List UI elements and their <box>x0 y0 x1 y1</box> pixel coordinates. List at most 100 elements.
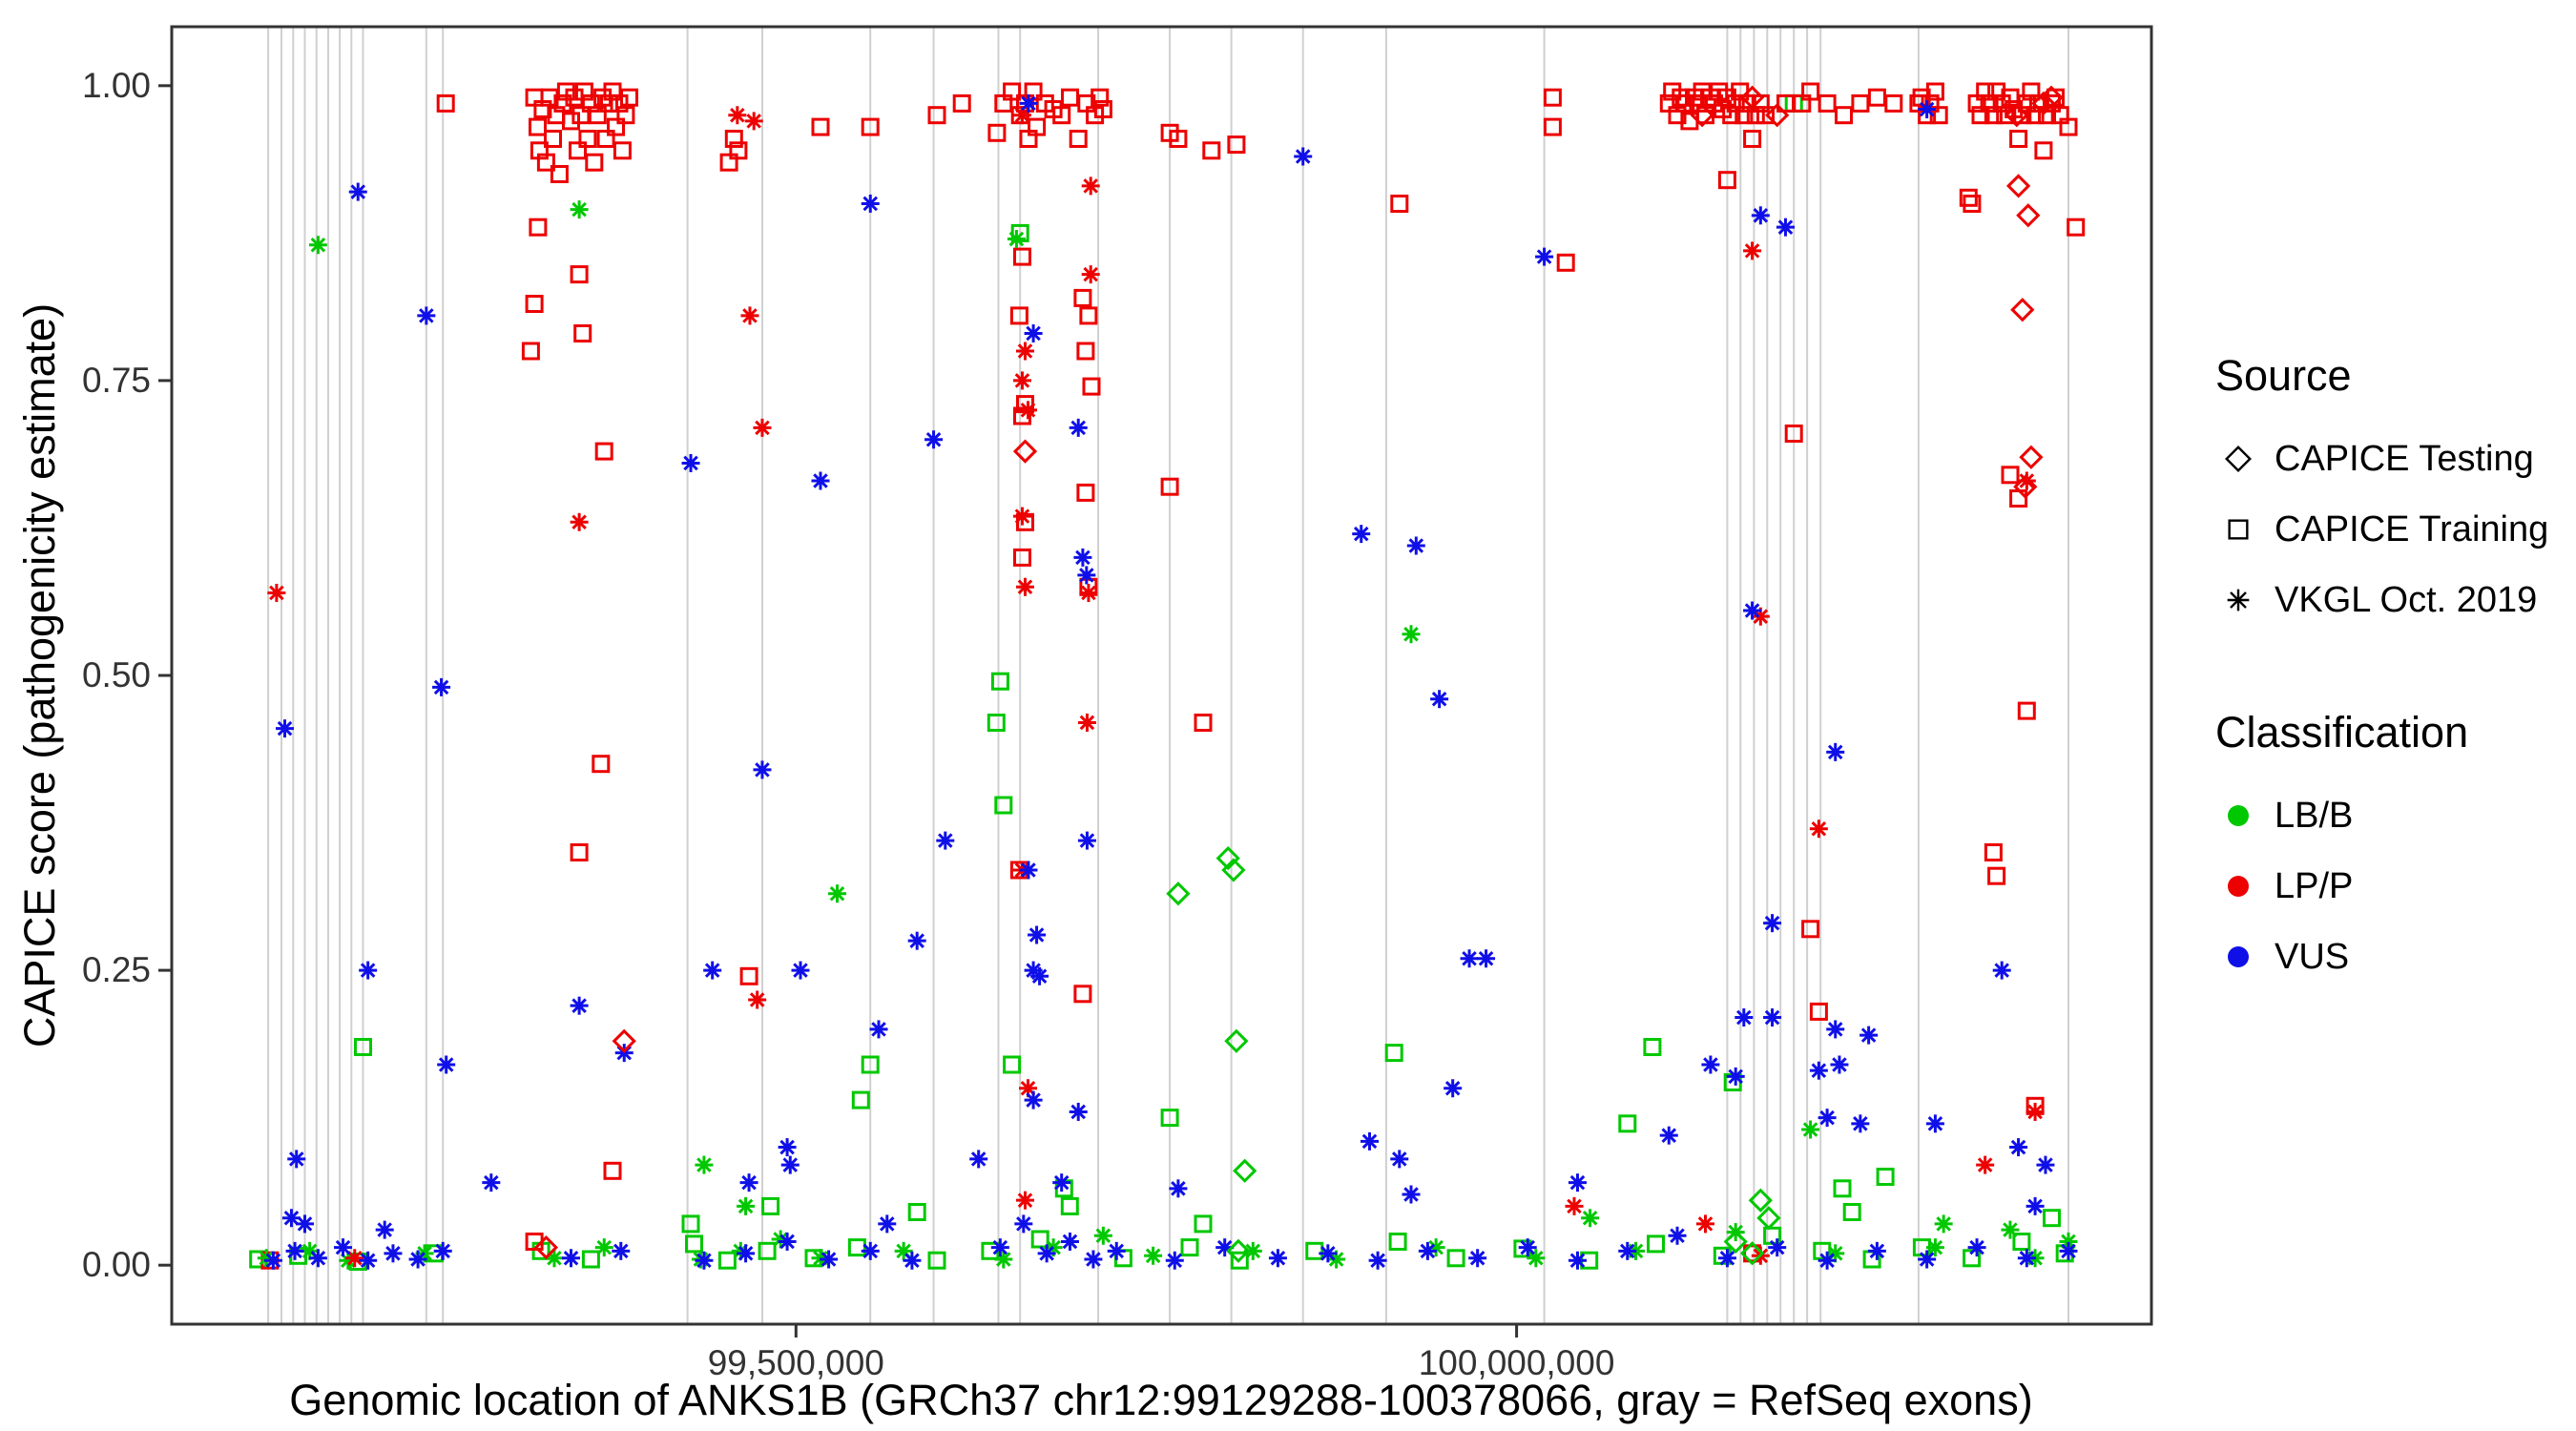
data-point <box>1672 88 1691 107</box>
data-point <box>2034 141 2053 160</box>
data-point <box>1739 85 1765 110</box>
data-point <box>2025 1102 2045 1121</box>
data-point <box>569 141 587 160</box>
data-point <box>2025 1196 2045 1215</box>
data-point <box>987 123 1007 142</box>
data-point <box>1077 566 1096 585</box>
data-point <box>791 961 810 980</box>
data-point <box>612 1241 631 1260</box>
data-point <box>811 471 830 490</box>
data-point <box>2059 117 2078 136</box>
data-point <box>869 1020 888 1039</box>
x-tick-label: 99,500,000 <box>707 1343 884 1382</box>
data-point <box>1327 1250 1346 1269</box>
data-point <box>581 1250 600 1269</box>
data-point <box>417 306 436 325</box>
data-point <box>1060 1196 1079 1215</box>
data-point <box>1735 1008 1754 1027</box>
data-point <box>1224 1028 1249 1053</box>
data-point <box>739 1173 758 1192</box>
data-point <box>737 1196 756 1215</box>
data-point <box>1535 247 1554 266</box>
data-point <box>1963 1249 1982 1268</box>
y-tick-label: 0.25 <box>81 950 151 990</box>
data-point <box>1565 1196 1584 1215</box>
data-point <box>1352 525 1371 544</box>
data-point <box>990 672 1009 691</box>
legend-item-capice-training: CAPICE Training <box>2215 494 2576 565</box>
data-point <box>1160 1109 1179 1128</box>
data-point <box>724 130 743 148</box>
data-point <box>384 1244 403 1263</box>
data-point <box>1430 690 1449 709</box>
data-point <box>1215 845 1240 871</box>
data-point <box>1069 418 1088 437</box>
data-point <box>739 966 758 985</box>
data-point <box>1984 843 2003 861</box>
data-point <box>1028 117 1047 136</box>
data-point <box>1976 1155 1995 1174</box>
data-point <box>1194 1214 1213 1234</box>
legend: Source CAPICE Testing CAPICE Training VK… <box>2215 351 2576 992</box>
y-tick-label: 0.75 <box>81 360 151 400</box>
data-point <box>2031 91 2056 116</box>
legend-source-title: Source <box>2215 351 2352 400</box>
data-point <box>570 512 589 531</box>
data-point <box>758 1241 777 1260</box>
data-point <box>570 996 589 1015</box>
y-axis-title: CAPICE score (pathogenicity estimate) <box>15 302 64 1048</box>
data-point <box>1813 1241 1832 1260</box>
data-point <box>525 295 544 313</box>
data-point <box>1746 106 1765 125</box>
data-point <box>1987 866 2006 885</box>
data-point <box>969 1150 988 1169</box>
data-point <box>1073 985 1092 1004</box>
data-point <box>1230 1251 1249 1270</box>
data-point <box>1012 439 1038 464</box>
data-point <box>1833 1179 1852 1198</box>
data-point <box>1402 625 1421 644</box>
data-point <box>685 1234 703 1254</box>
data-point <box>2009 1138 2028 1157</box>
data-point <box>1052 1173 1071 1192</box>
data-point <box>1884 93 1903 113</box>
legend-item-capice-testing: CAPICE Testing <box>2215 424 2576 494</box>
data-point <box>281 1209 301 1228</box>
data-point <box>267 583 286 602</box>
data-point <box>903 1251 922 1270</box>
data-point <box>1918 100 1937 119</box>
data-point <box>2017 1249 2036 1268</box>
data-point <box>778 1138 797 1157</box>
data-point <box>2001 1220 2020 1239</box>
data-point <box>533 1234 559 1260</box>
data-point <box>1722 106 1741 125</box>
data-point <box>354 1038 372 1056</box>
data-point <box>1925 1114 1944 1133</box>
data-point <box>1368 1251 1387 1270</box>
data-point <box>1581 1209 1600 1228</box>
data-point <box>1809 1061 1828 1080</box>
data-point <box>308 1249 327 1268</box>
data-point <box>811 117 830 136</box>
x-axis-title: Genomic location of ANKS1B (GRCh37 chr12… <box>289 1376 2033 1424</box>
legend-classification-title: Classification <box>2215 708 2469 757</box>
data-point <box>620 88 638 107</box>
data-point <box>1169 1179 1188 1198</box>
data-point <box>287 1150 306 1169</box>
data-point <box>544 130 562 148</box>
data-point <box>719 153 738 172</box>
data-point <box>432 677 451 696</box>
data-point <box>1818 1109 1837 1128</box>
data-point <box>2067 218 2086 237</box>
data-point <box>1243 1241 1262 1260</box>
data-point <box>553 93 572 113</box>
data-point <box>753 760 772 779</box>
data-point <box>1842 1203 1861 1221</box>
data-point <box>987 714 1006 732</box>
data-point <box>2010 298 2035 322</box>
data-point <box>1768 1238 1787 1257</box>
data-point <box>1390 195 1409 213</box>
square-icon <box>2215 507 2261 552</box>
data-point <box>1468 1249 1487 1268</box>
data-point <box>437 1055 456 1074</box>
